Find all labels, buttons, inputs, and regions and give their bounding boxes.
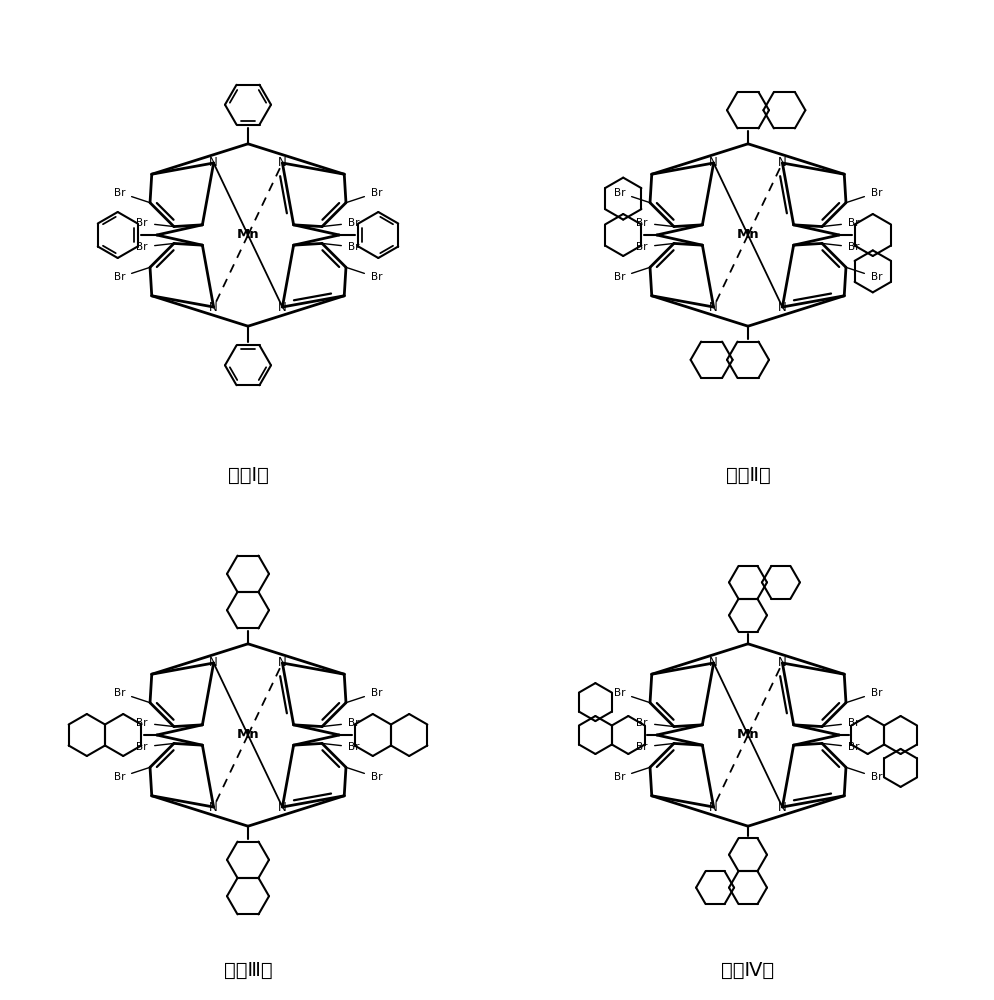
Text: Br: Br [848, 242, 859, 252]
Text: Br: Br [613, 188, 624, 198]
Text: Br: Br [136, 718, 147, 728]
Text: Br: Br [371, 272, 382, 282]
Text: Br: Br [613, 772, 624, 782]
Text: N: N [209, 156, 218, 169]
Text: N: N [209, 301, 218, 314]
Text: Br: Br [635, 242, 647, 252]
Text: Br: Br [635, 718, 647, 728]
Text: Mn: Mn [237, 229, 259, 241]
Text: Mn: Mn [237, 728, 259, 742]
Text: Br: Br [113, 188, 125, 198]
Text: Br: Br [870, 188, 882, 198]
Text: Mn: Mn [736, 229, 758, 241]
Text: Br: Br [371, 772, 382, 782]
Text: Br: Br [348, 742, 360, 752]
Text: Br: Br [848, 718, 859, 728]
Text: N: N [277, 156, 286, 169]
Text: Br: Br [635, 218, 647, 228]
Text: Br: Br [348, 218, 360, 228]
Text: N: N [277, 656, 286, 669]
Text: N: N [209, 801, 218, 814]
Text: N: N [709, 301, 718, 314]
Text: N: N [277, 801, 286, 814]
Text: Br: Br [848, 742, 859, 752]
Text: Br: Br [870, 688, 882, 698]
Text: Br: Br [635, 742, 647, 752]
Text: Br: Br [870, 772, 882, 782]
Text: Br: Br [348, 718, 360, 728]
Text: Br: Br [113, 688, 125, 698]
Text: Br: Br [371, 688, 382, 698]
Text: Br: Br [136, 218, 147, 228]
Text: N: N [777, 656, 786, 669]
Text: N: N [777, 301, 786, 314]
Text: N: N [777, 156, 786, 169]
Text: N: N [209, 656, 218, 669]
Text: N: N [709, 801, 718, 814]
Text: Br: Br [613, 272, 624, 282]
Text: Br: Br [136, 742, 147, 752]
Text: 式（Ⅰ）: 式（Ⅰ） [228, 466, 268, 485]
Text: N: N [709, 156, 718, 169]
Text: Br: Br [371, 188, 382, 198]
Text: N: N [709, 656, 718, 669]
Text: N: N [777, 801, 786, 814]
Text: Br: Br [113, 272, 125, 282]
Text: 式（Ⅱ）: 式（Ⅱ） [725, 466, 769, 485]
Text: 式（Ⅲ）: 式（Ⅲ） [224, 960, 272, 979]
Text: Br: Br [613, 688, 624, 698]
Text: Br: Br [113, 772, 125, 782]
Text: 式（Ⅳ）: 式（Ⅳ） [721, 960, 773, 979]
Text: Br: Br [848, 218, 859, 228]
Text: Br: Br [348, 242, 360, 252]
Text: N: N [277, 301, 286, 314]
Text: Mn: Mn [736, 728, 758, 742]
Text: Br: Br [136, 242, 147, 252]
Text: Br: Br [870, 272, 882, 282]
